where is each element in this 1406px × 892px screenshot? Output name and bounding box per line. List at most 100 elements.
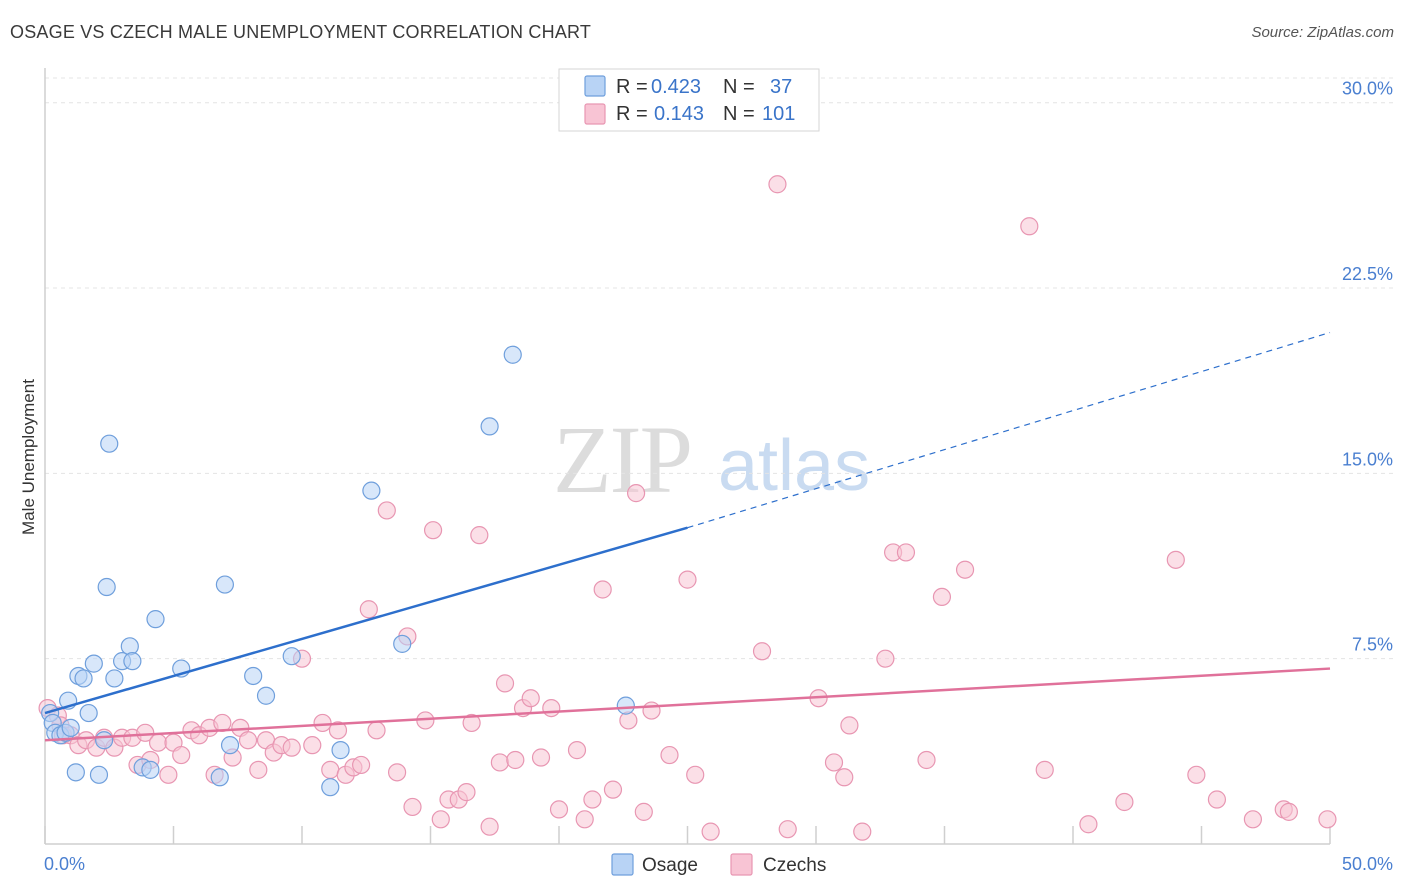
y-tick-label: 30.0% [1342, 79, 1393, 99]
czech-point [403, 797, 422, 817]
watermark-zip: ZIP [553, 406, 691, 513]
osage-point [79, 703, 98, 723]
correlation-legend: R = 0.423 N = 37 R = 0.143 N = 101 [558, 68, 820, 132]
legend-osage-r-label: R = [616, 76, 648, 98]
osage-point [215, 575, 234, 594]
czech-point [932, 587, 952, 607]
series-legend-label-osage: Osage [642, 855, 698, 876]
y-tick-label: 15.0% [1342, 449, 1393, 469]
osage-point [331, 741, 350, 760]
czech-point [701, 822, 720, 841]
osage-point [95, 731, 114, 750]
czech-point [249, 760, 268, 779]
osage-point [123, 652, 142, 671]
osage-point [282, 647, 301, 666]
czech-point [1035, 760, 1054, 779]
osage-point [146, 610, 165, 629]
czech-point [387, 763, 407, 782]
czech-point [172, 745, 191, 765]
czech-point [1115, 792, 1134, 812]
osage-point [61, 718, 80, 737]
czech-point [377, 501, 396, 520]
czech-point [321, 760, 340, 779]
osage-point [244, 666, 263, 686]
series-legend-label-czechs: Czechs [763, 855, 826, 876]
legend-swatch-czechs [584, 103, 606, 125]
czech-point [660, 745, 679, 765]
y-tick-label: 22.5% [1342, 264, 1393, 284]
czech-point [686, 765, 705, 784]
czech-point [549, 800, 569, 819]
czech-point [542, 698, 561, 718]
czech-point [490, 753, 509, 772]
czech-point [148, 733, 168, 752]
chart-title: OSAGE VS CZECH MALE UNEMPLOYMENT CORRELA… [10, 22, 592, 42]
czech-point [634, 802, 653, 821]
czech-point [1318, 810, 1337, 829]
czech-point [521, 689, 540, 708]
czech-point [1279, 802, 1298, 821]
osage-point [97, 577, 116, 597]
czech-point [853, 822, 872, 841]
czech-point [642, 701, 661, 720]
osage-point [362, 481, 381, 500]
czech-point [359, 600, 378, 619]
czech-point [495, 674, 515, 693]
osage-trend-line [44, 526, 688, 715]
osage-point [74, 669, 93, 688]
y-tick-label: 7.5% [1352, 635, 1393, 655]
legend-czech-r-value: 0.143 [654, 103, 704, 125]
czech-point [457, 783, 476, 802]
czech-point [1079, 815, 1098, 834]
osage-point [100, 434, 119, 453]
czech-point [896, 543, 916, 562]
series-legend: Osage Czechs [611, 853, 826, 876]
czech-point [778, 820, 797, 839]
osage-point [89, 765, 109, 784]
legend-osage-n-value: 37 [770, 76, 792, 98]
czech-point [328, 721, 348, 740]
osage-point [210, 768, 229, 787]
czech-point [917, 750, 936, 770]
czech-point [303, 736, 322, 755]
czech-point [159, 765, 178, 784]
osage-point [393, 634, 412, 653]
trend-lines [44, 331, 1331, 742]
watermark-atlas: atlas [718, 426, 870, 506]
x-tick-label-max: 50.0% [1342, 854, 1393, 874]
czech-point [1207, 790, 1227, 809]
osage-point [66, 763, 85, 782]
czech-point [824, 753, 844, 772]
czech-point [1243, 810, 1263, 829]
osage-point [616, 696, 635, 715]
czech-point [313, 713, 332, 733]
czech-point [238, 731, 258, 750]
osage-point [321, 778, 340, 797]
osage-point [503, 345, 522, 364]
czech-point [1166, 550, 1185, 569]
czech-point [431, 810, 450, 829]
czech-point [840, 716, 859, 735]
czech-point [619, 711, 638, 730]
czech-point [603, 780, 623, 799]
czech-point [678, 570, 697, 589]
czech-point [583, 790, 602, 809]
osage-point [84, 654, 103, 673]
osage-point [256, 686, 276, 705]
czech-point [768, 175, 787, 194]
osage-point [105, 669, 124, 688]
czech-point [352, 755, 371, 775]
osage-point [120, 637, 139, 656]
osage-point [480, 417, 499, 436]
czech-point [480, 817, 499, 836]
czech-point [835, 768, 854, 787]
czech-point [593, 580, 612, 599]
czech-point [470, 526, 489, 545]
series-legend-swatch-czechs [730, 853, 753, 876]
osage-point [220, 736, 240, 755]
czech-point [752, 642, 772, 661]
czech-point [567, 741, 587, 760]
czech-point [506, 750, 525, 770]
osage-trend-extension [687, 331, 1331, 529]
